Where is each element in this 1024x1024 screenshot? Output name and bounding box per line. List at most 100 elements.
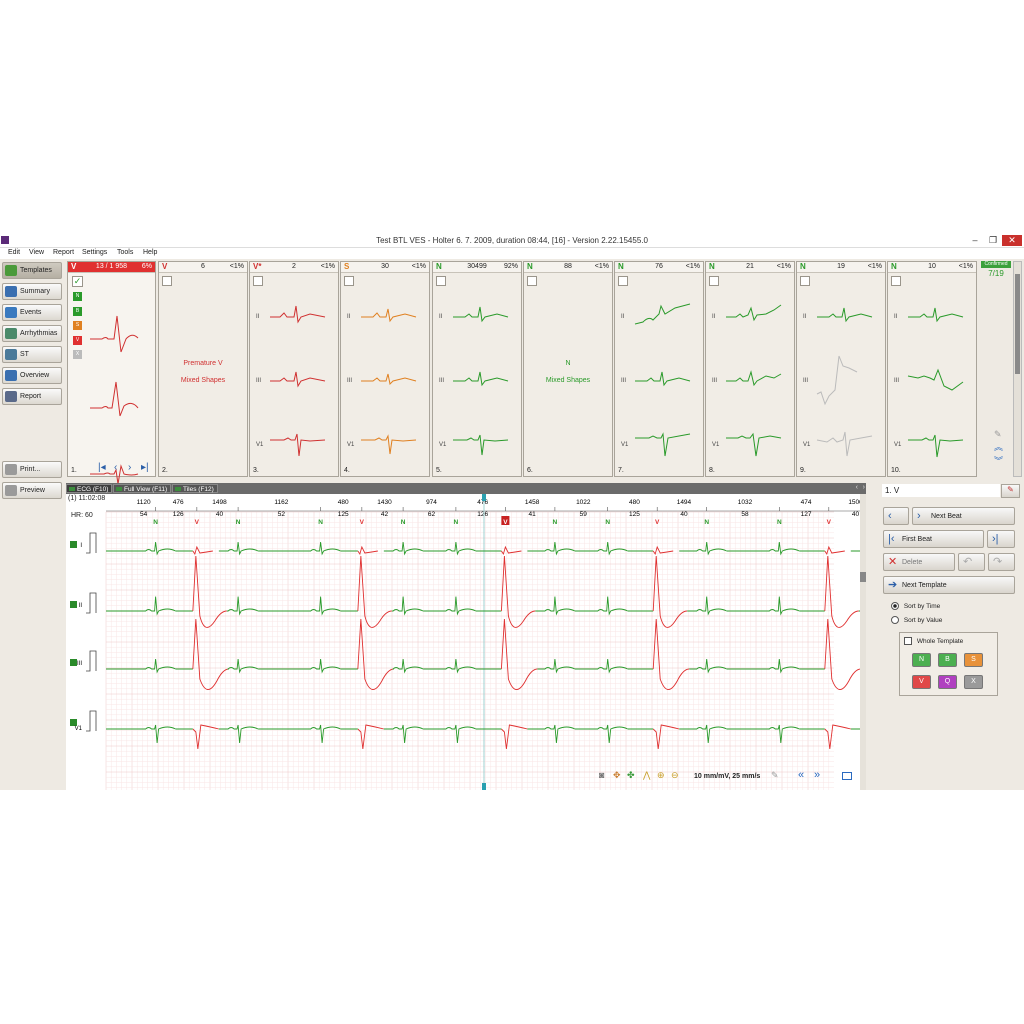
collapse-left-icon[interactable]: ‹ — [855, 484, 858, 491]
fast-forward-icon[interactable]: » — [814, 769, 821, 781]
minimize-button[interactable]: – — [972, 235, 978, 245]
confirm-checkbox[interactable] — [162, 276, 172, 286]
lead-visibility-toggle[interactable] — [70, 541, 77, 548]
undo-button[interactable]: ↶ — [958, 553, 985, 571]
template-card-10[interactable]: N 10 <1% 10. II III V1 — [887, 261, 977, 477]
beat-label[interactable]: V — [360, 519, 365, 526]
confirm-checkbox[interactable] — [618, 276, 628, 286]
beat-label[interactable]: N — [153, 519, 158, 526]
menu-help[interactable]: Help — [143, 249, 158, 256]
pin-icon[interactable]: ✎ — [994, 429, 1002, 439]
confirm-check-icon[interactable]: ✓ — [72, 276, 83, 287]
class-b-button[interactable]: B — [73, 306, 82, 316]
first-template-icon[interactable]: |◂ — [98, 462, 106, 473]
beat-label[interactable]: V — [195, 519, 200, 526]
beat-label[interactable]: N — [236, 519, 241, 526]
class-v-button[interactable]: V — [912, 675, 931, 689]
beat-label[interactable]: N — [553, 519, 558, 526]
class-s-button[interactable]: S — [964, 653, 983, 667]
confirm-checkbox[interactable] — [800, 276, 810, 286]
sidebar-item-events[interactable]: Events — [2, 304, 62, 321]
beat-label[interactable]: N — [704, 519, 709, 526]
close-button[interactable]: ✕ — [1002, 235, 1022, 246]
edit-template-icon[interactable]: ✎ — [1001, 484, 1020, 498]
class-x-button[interactable]: X — [964, 675, 983, 689]
sidebar-item-st[interactable]: ST — [2, 346, 62, 363]
tab-full-view[interactable]: Full View (F11) — [113, 484, 172, 493]
last-beat-button[interactable]: ›| — [987, 530, 1015, 548]
lead-visibility-toggle[interactable] — [70, 719, 77, 726]
window-icon[interactable] — [842, 772, 852, 780]
confirm-checkbox[interactable] — [344, 276, 354, 286]
beat-label[interactable]: N — [454, 519, 459, 526]
ecg-strip-panel[interactable]: 1120 54 476 126 1498 40 1162 52 480 125 1430 42 974 6… — [66, 494, 899, 790]
menu-report[interactable]: Report — [53, 249, 75, 256]
sidebar-item-report[interactable]: Report — [2, 388, 62, 405]
template-scrollbar[interactable] — [1013, 261, 1022, 477]
menu-view[interactable]: View — [29, 249, 45, 256]
confirm-checkbox[interactable] — [709, 276, 719, 286]
beat-label[interactable]: N — [318, 519, 323, 526]
cluster-icon[interactable]: ✤ — [627, 770, 635, 780]
template-card-8[interactable]: N 21 <1% 8. II III V1 — [705, 261, 795, 477]
sidebar-item-overview[interactable]: Overview — [2, 367, 62, 384]
caliper-icon[interactable]: ⋀ — [643, 770, 651, 780]
tab-tiles[interactable]: Tiles (F12) — [172, 484, 218, 493]
ecg-vscrollbar[interactable] — [860, 494, 866, 790]
preview-button[interactable]: Preview — [2, 482, 62, 499]
beat-label[interactable]: V — [503, 519, 508, 526]
class-b-button[interactable]: B — [938, 653, 957, 667]
lead-visibility-toggle[interactable] — [70, 659, 77, 666]
next-template-button[interactable]: ➔ Next Template — [883, 576, 1015, 594]
ecg-strip[interactable]: 1120 54 476 126 1498 40 1162 52 480 125 1430 42 974 6… — [66, 494, 899, 790]
next-beat-button[interactable]: › Next Beat — [912, 507, 1015, 525]
template-card-6[interactable]: N 88 <1% 6. N Mixed Shapes — [523, 261, 613, 477]
class-n-button[interactable]: N — [912, 653, 931, 667]
sidebar-item-templates[interactable]: Templates — [2, 262, 62, 279]
lead-visibility-toggle[interactable] — [70, 601, 77, 608]
delete-button[interactable]: ✕ Delete — [883, 553, 955, 571]
move-icon[interactable]: ✥ — [613, 770, 621, 780]
beat-label[interactable]: N — [401, 519, 406, 526]
tab-ecg[interactable]: ECG (F10) — [66, 484, 113, 493]
whole-template-checkbox[interactable]: Whole Template — [904, 637, 963, 645]
template-card-3[interactable]: V* 2 <1% 3. II III V1 — [249, 261, 339, 477]
beat-label[interactable]: N — [777, 519, 782, 526]
template-card-9[interactable]: N 19 <1% 9. II III V1 — [796, 261, 886, 477]
collapse-right-icon[interactable]: › — [862, 484, 865, 491]
confirm-checkbox[interactable] — [253, 276, 263, 286]
redo-button[interactable]: ↷ — [988, 553, 1015, 571]
first-beat-button[interactable]: |‹ First Beat — [883, 530, 984, 548]
class-v-button[interactable]: V — [73, 335, 82, 345]
selected-beat-marker[interactable] — [501, 516, 510, 525]
sort-by-value-radio[interactable]: Sort by Value — [891, 616, 942, 624]
class-n-button[interactable]: N — [73, 292, 82, 301]
prev-beat-button[interactable]: ‹ — [883, 507, 909, 525]
restore-button[interactable]: ❐ — [988, 235, 998, 245]
print-button[interactable]: Print... — [2, 461, 62, 478]
template-card-7[interactable]: N 76 <1% 7. II III V1 — [614, 261, 704, 477]
menu-edit[interactable]: Edit — [8, 249, 21, 256]
sidebar-item-summary[interactable]: Summary — [2, 283, 62, 300]
pin-icon[interactable]: ✎ — [771, 770, 779, 780]
beat-label[interactable]: V — [655, 519, 660, 526]
menu-tools[interactable]: Tools — [117, 249, 134, 256]
rewind-icon[interactable]: « — [798, 769, 805, 781]
scroll-up-icon[interactable]: ︽ — [994, 442, 1004, 452]
confirm-checkbox[interactable] — [527, 276, 537, 286]
class-s-button[interactable]: S — [73, 321, 82, 330]
scroll-down-icon[interactable]: ︾ — [994, 456, 1004, 466]
template-card-2[interactable]: V 6 <1% 2. Premature V Mixed Shapes — [158, 261, 248, 477]
zoom-in-icon[interactable]: ⊕ — [657, 770, 665, 780]
next-template-icon[interactable]: › — [128, 462, 132, 473]
template-card-4[interactable]: S 30 <1% 4. II III V1 — [340, 261, 430, 477]
sidebar-item-arrhythmias[interactable]: Arrhythmias — [2, 325, 62, 342]
sort-by-time-radio[interactable]: Sort by Time — [891, 602, 940, 610]
beat-label[interactable]: N — [605, 519, 610, 526]
template-card-5[interactable]: N 30499 92% 5. II III V1 — [432, 261, 522, 477]
beat-label[interactable]: V — [827, 519, 832, 526]
confirm-checkbox[interactable] — [436, 276, 446, 286]
menu-settings[interactable]: Settings — [82, 249, 108, 256]
prev-template-icon[interactable]: ‹ — [114, 462, 118, 473]
